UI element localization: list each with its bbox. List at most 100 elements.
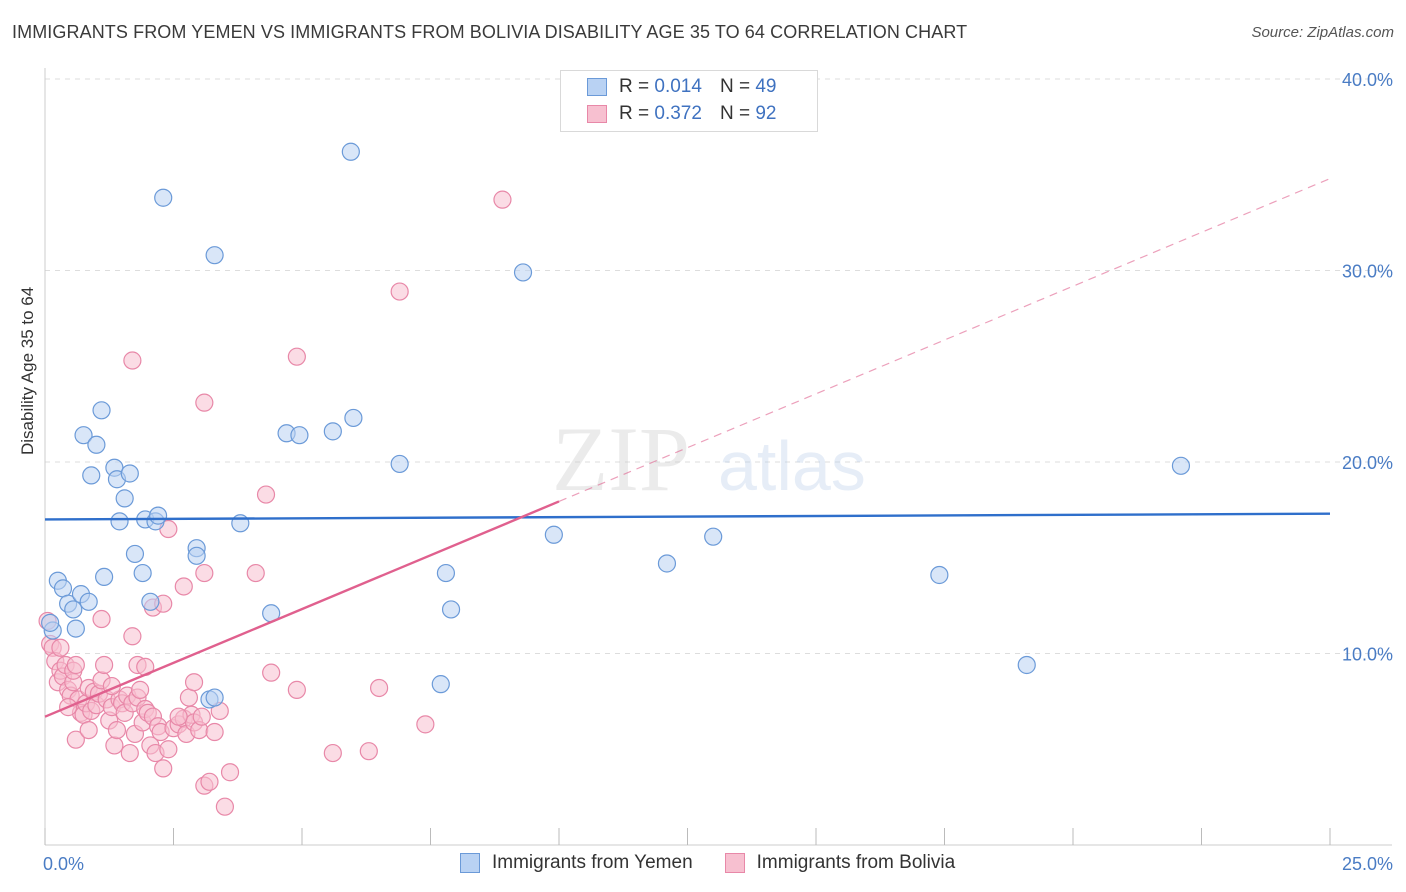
bolivia-point xyxy=(192,707,211,726)
x-tick-label-min: 0.0% xyxy=(43,854,84,874)
bolivia-point xyxy=(92,609,111,629)
bolivia-point xyxy=(130,680,150,699)
yemen-point xyxy=(431,675,450,694)
yemen-point xyxy=(323,422,342,441)
bolivia-trend-extension xyxy=(558,178,1331,503)
bolivia-point xyxy=(120,743,139,763)
yemen-point xyxy=(704,527,723,546)
bolivia-point xyxy=(246,563,265,583)
legend-label-yemen: Immigrants from Yemen xyxy=(492,852,693,873)
watermark-zip: ZIP xyxy=(552,408,690,510)
bolivia-point xyxy=(200,772,219,791)
yemen-point xyxy=(231,514,250,533)
legend-row-yemen: R = 0.014 N = 49 xyxy=(587,74,776,100)
y-tick-label: 30.0% xyxy=(1342,262,1393,282)
yemen-point xyxy=(82,466,101,485)
bolivia-point xyxy=(390,282,409,301)
chart-title: IMMIGRANTS FROM YEMEN VS IMMIGRANTS FROM… xyxy=(12,22,968,42)
legend-n-value-yemen: 49 xyxy=(755,76,777,97)
yemen-point xyxy=(344,408,363,428)
legend-item-bolivia[interactable]: Immigrants from Bolivia xyxy=(724,852,956,874)
yemen-point xyxy=(148,506,168,525)
bolivia-point xyxy=(323,743,342,763)
bolivia-point xyxy=(220,763,240,782)
legend-n-value-bolivia: 92 xyxy=(755,103,777,124)
yemen-point xyxy=(1171,456,1191,475)
yemen-point xyxy=(205,246,224,265)
bolivia-point xyxy=(359,742,378,761)
correlation-legend: R = 0.014 N = 49 R = 0.372 N = 92 xyxy=(560,70,818,132)
yemen-point xyxy=(125,544,145,564)
watermark: ZIP atlas xyxy=(552,408,866,510)
trend-lines xyxy=(44,178,1331,718)
bolivia-point xyxy=(159,740,178,759)
legend-r-label: R = xyxy=(619,76,650,97)
y-tick-label: 10.0% xyxy=(1342,645,1393,665)
bolivia-swatch xyxy=(587,105,607,123)
yemen-point xyxy=(87,435,106,454)
yemen-point xyxy=(141,592,160,611)
bolivia-point xyxy=(493,190,512,209)
bolivia-point xyxy=(105,736,124,755)
bolivia-point xyxy=(416,715,435,734)
bolivia-point xyxy=(256,485,276,504)
yemen-point xyxy=(341,142,360,161)
bolivia-point xyxy=(205,722,224,742)
yemen-point xyxy=(95,567,114,587)
yemen-point xyxy=(930,565,949,585)
bolivia-point xyxy=(287,347,306,366)
yemen-points xyxy=(41,142,1191,709)
yemen-point xyxy=(290,426,309,445)
tick-labels: 10.0% 20.0% 30.0% 40.0% 0.0% 25.0% xyxy=(43,70,1393,874)
yemen-point xyxy=(205,688,224,707)
yemen-point xyxy=(64,600,83,619)
yemen-point xyxy=(187,546,206,565)
legend-label-bolivia: Immigrants from Bolivia xyxy=(756,852,956,873)
yemen-swatch xyxy=(587,78,607,96)
bolivia-point xyxy=(51,638,70,657)
bolivia-point xyxy=(66,730,85,749)
bolivia-point xyxy=(79,720,98,740)
bolivia-legend-swatch xyxy=(724,853,745,873)
yemen-trend-line xyxy=(44,512,1331,521)
yemen-point xyxy=(120,464,139,483)
watermark-atlas: atlas xyxy=(718,427,866,505)
yemen-point xyxy=(133,563,152,583)
yemen-point xyxy=(544,525,563,544)
legend-item-yemen[interactable]: Immigrants from Yemen xyxy=(460,852,693,874)
yemen-point xyxy=(441,600,461,619)
y-tick-label: 40.0% xyxy=(1342,70,1393,90)
yemen-point xyxy=(513,263,533,282)
yemen-point xyxy=(657,554,677,573)
yemen-point xyxy=(92,401,111,420)
x-tick-label-max: 25.0% xyxy=(1342,854,1393,874)
yemen-point xyxy=(390,454,409,474)
yemen-point xyxy=(1017,655,1036,675)
bolivia-trend-line xyxy=(44,500,560,718)
legend-n-label: N = xyxy=(719,103,751,124)
legend-r-value-yemen: 0.014 xyxy=(654,76,702,97)
bolivia-point xyxy=(66,655,85,675)
y-tick-label: 20.0% xyxy=(1342,453,1393,473)
bolivia-point xyxy=(184,673,204,692)
yemen-point xyxy=(74,426,93,445)
bolivia-point xyxy=(107,720,127,740)
yemen-point xyxy=(110,512,129,531)
bolivia-point xyxy=(195,393,214,412)
legend-row-bolivia: R = 0.372 N = 92 xyxy=(587,101,776,127)
bolivia-point xyxy=(215,797,234,816)
legend-r-value-bolivia: 0.372 xyxy=(654,103,702,124)
bolivia-point xyxy=(174,577,193,596)
bolivia-point xyxy=(154,759,173,778)
y-axis-label: Disability Age 35 to 64 xyxy=(18,286,37,455)
yemen-point xyxy=(53,579,73,598)
yemen-legend-swatch xyxy=(460,853,480,873)
bolivia-point xyxy=(123,627,142,646)
yemen-point xyxy=(79,592,98,611)
bolivia-points xyxy=(38,190,512,816)
yemen-point xyxy=(154,188,173,207)
yemen-point xyxy=(41,613,60,632)
legend-r-label: R = xyxy=(619,103,650,124)
bolivia-point xyxy=(195,563,214,583)
